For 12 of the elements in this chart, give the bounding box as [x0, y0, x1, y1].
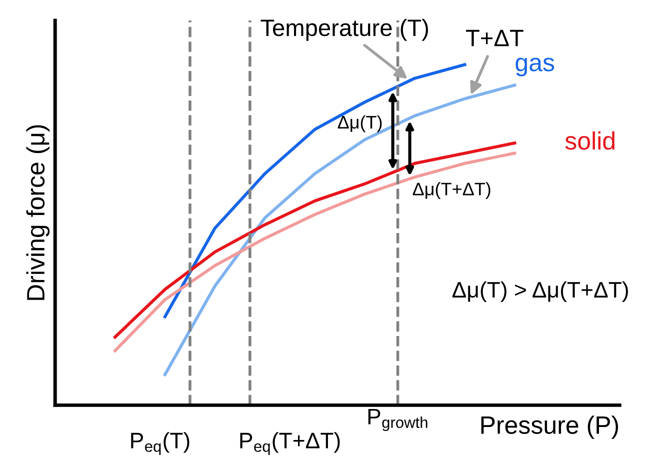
annotation: Δμ(T) [338, 115, 382, 132]
text: P$_{growth}$ [368, 409, 428, 432]
x-axis-title: Pressure (P) [481, 416, 618, 439]
text: P$_{eq}$(T) [131, 432, 190, 455]
text: solid [565, 131, 614, 150]
text: T+ΔT [466, 30, 524, 46]
text: P$_{eq}$(T+ΔT) [240, 432, 340, 455]
annotation: Δμ(T+ΔT) [412, 182, 490, 199]
text: Temperature (T) [260, 18, 428, 41]
y-axis-title: Driving force (μ) [26, 125, 50, 300]
text: gas [516, 58, 554, 76]
annotation: Δμ(T) > Δμ(T+ΔT) [452, 281, 628, 302]
